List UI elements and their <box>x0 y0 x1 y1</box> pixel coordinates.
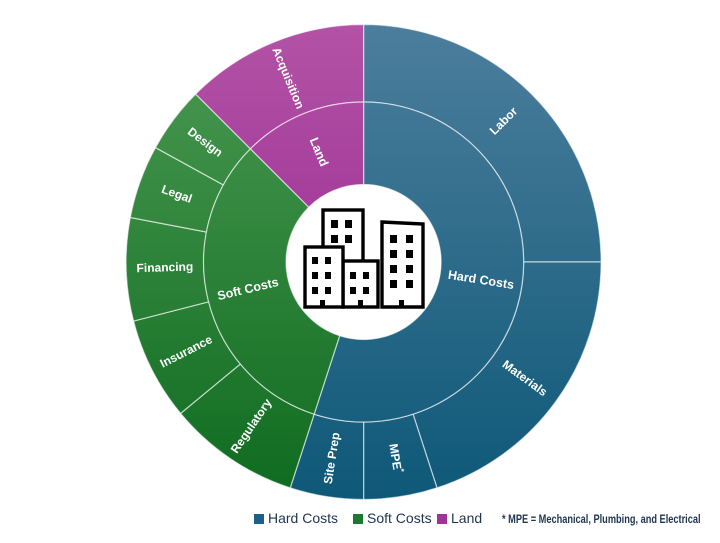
svg-text:Hard Costs: Hard Costs <box>268 510 338 526</box>
svg-text:Soft Costs: Soft Costs <box>367 510 432 526</box>
svg-text:Financing: Financing <box>136 259 193 275</box>
svg-text:Land: Land <box>451 510 482 526</box>
svg-text:* MPE = Mechanical, Plumbing,: * MPE = Mechanical, Plumbing, and Electr… <box>502 513 701 526</box>
